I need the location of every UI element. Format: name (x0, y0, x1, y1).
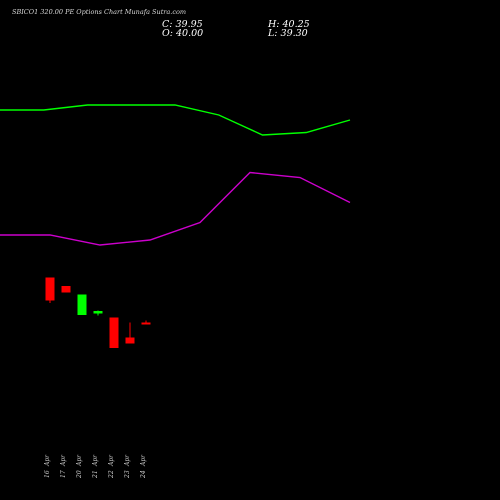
x-tick-label: 23Apr (124, 454, 131, 479)
overlay-lines (0, 104, 351, 246)
candle-body (45, 277, 55, 301)
candle-body (109, 317, 119, 348)
candle-body (125, 337, 135, 344)
x-tick-label: 16Apr (44, 454, 51, 478)
high-readout: H: 40.25 (268, 19, 310, 30)
candle-body (61, 286, 71, 293)
close-readout: C: 39.95 (162, 19, 203, 30)
candle-17 (61, 286, 71, 293)
candle-16 (45, 277, 55, 303)
x-tick-label: 21Apr (92, 454, 99, 479)
candle-24 (141, 320, 151, 325)
open-readout: O: 40.00 (162, 28, 204, 39)
candle-22 (109, 317, 119, 348)
candle-23 (125, 322, 135, 344)
candle-20 (77, 294, 87, 315)
candle-body (93, 311, 103, 314)
x-tick-label: 17Apr (60, 454, 67, 478)
candle-body (77, 294, 87, 315)
low-readout: L: 39.30 (268, 28, 308, 39)
candles (45, 277, 151, 348)
overlay-line-1 (0, 104, 351, 136)
x-tick-label: 20Apr (76, 454, 83, 479)
chart-title: SBICO1 320.00 PE Options Chart Munafa Su… (12, 8, 187, 16)
overlay-line-2 (0, 171, 351, 246)
candle-21 (93, 310, 103, 316)
x-axis-ticks: 16Apr 17Apr 20Apr 21Apr 22Apr 23Apr 24Apr (44, 454, 147, 479)
candle-body (141, 322, 151, 325)
x-tick-label: 24Apr (140, 454, 147, 479)
x-tick-label: 22Apr (108, 454, 115, 479)
